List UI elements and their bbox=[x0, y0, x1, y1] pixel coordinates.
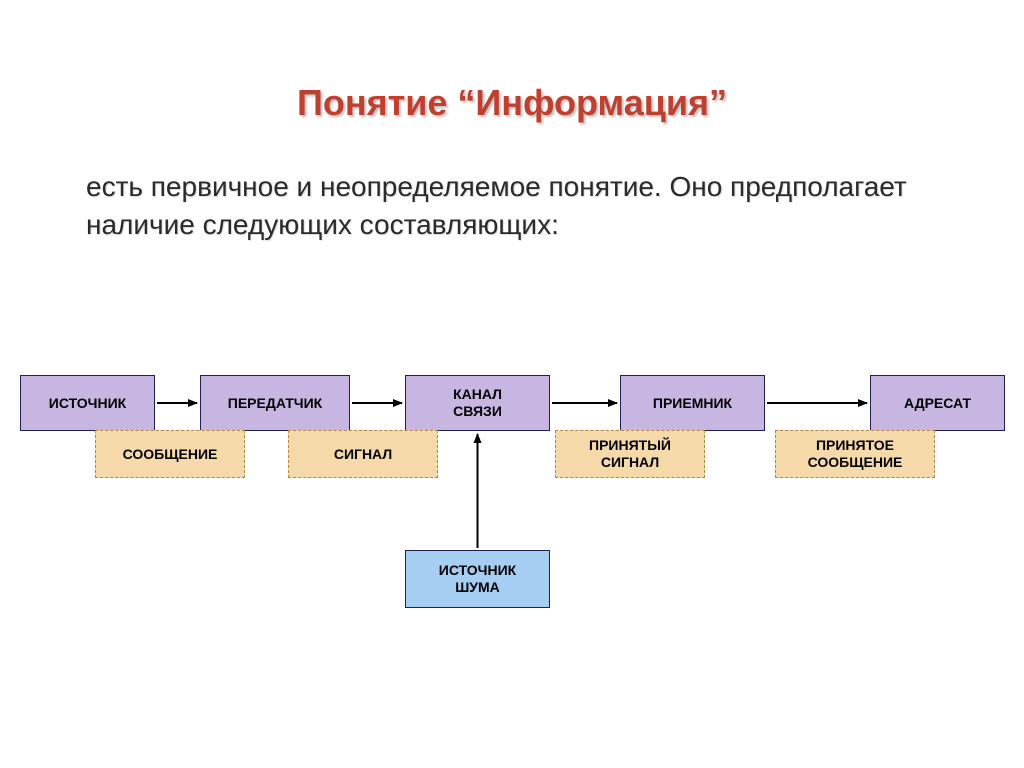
page-subtitle: есть первичное и неопределяемое понятие.… bbox=[86, 168, 916, 244]
label-message: СООБЩЕНИЕ bbox=[95, 430, 245, 478]
node-addressee: АДРЕСАТ bbox=[870, 375, 1005, 431]
label-recv-signal: ПРИНЯТЫЙ СИГНАЛ bbox=[555, 430, 705, 478]
label-recv-message: ПРИНЯТОЕ СООБЩЕНИЕ bbox=[775, 430, 935, 478]
node-source: ИСТОЧНИК bbox=[20, 375, 155, 431]
node-channel: КАНАЛ СВЯЗИ bbox=[405, 375, 550, 431]
node-receiver: ПРИЕМНИК bbox=[620, 375, 765, 431]
page-title: Понятие “Информация” bbox=[0, 82, 1024, 124]
node-noise: ИСТОЧНИК ШУМА bbox=[405, 550, 550, 608]
node-transmitter: ПЕРЕДАТЧИК bbox=[200, 375, 350, 431]
label-signal: СИГНАЛ bbox=[288, 430, 438, 478]
